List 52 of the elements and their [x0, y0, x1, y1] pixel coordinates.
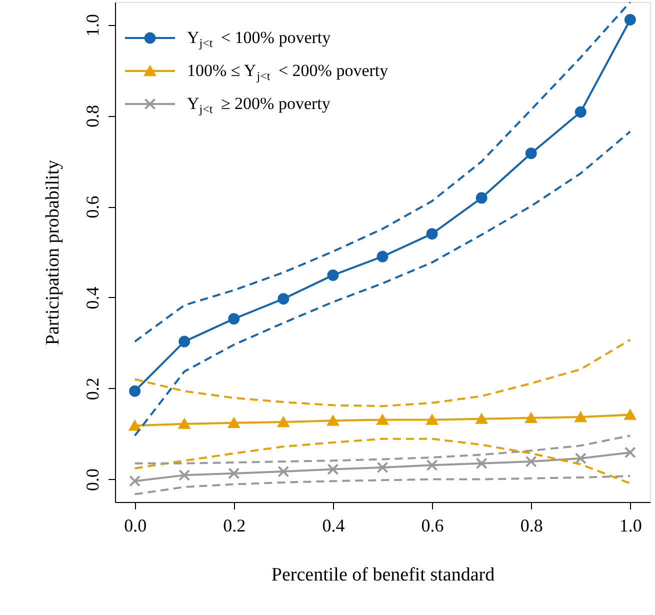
point: [327, 416, 339, 426]
point: [574, 452, 586, 464]
point: [476, 192, 488, 204]
point: [327, 269, 339, 281]
y-tick-label: 1.0: [82, 14, 102, 36]
point: [574, 106, 586, 118]
y-tick-label: 0.0: [82, 468, 102, 492]
y-tick-label: 0.4: [82, 286, 102, 310]
point: [228, 468, 240, 480]
point: [129, 385, 141, 397]
point: [525, 148, 537, 160]
point: [624, 410, 636, 420]
point: [327, 464, 339, 476]
point: [129, 420, 141, 431]
line-series: [134, 475, 632, 496]
point: [278, 466, 290, 478]
x-tick-label: 0.8: [520, 516, 543, 536]
point: [278, 416, 290, 428]
point: [178, 418, 190, 429]
x-tick-label: 0.4: [322, 516, 345, 536]
point: [376, 462, 388, 474]
line-series: [134, 130, 632, 437]
y-tick-label: 0.8: [82, 104, 102, 128]
y-tick-label: 0.2: [82, 378, 102, 400]
point: [178, 469, 190, 481]
x-tick-label: 0.0: [124, 516, 147, 536]
point: [426, 459, 438, 471]
point: [624, 14, 636, 26]
point: [228, 313, 240, 325]
point: [624, 446, 636, 458]
line-series: [134, 338, 632, 408]
x-axis-title: Percentile of benefit standard: [271, 564, 496, 586]
point: [228, 418, 240, 428]
point: [178, 336, 190, 348]
point: [129, 475, 141, 487]
x-tick-label: 0.2: [223, 516, 246, 536]
line-series: [134, 438, 632, 484]
point: [574, 412, 586, 422]
y-axis-title: Participation probability: [42, 159, 64, 346]
y-tick-label: 0.6: [82, 196, 102, 218]
point: [426, 414, 438, 425]
x-tick-label: 1.0: [619, 516, 642, 536]
point: [278, 293, 290, 305]
point: [376, 414, 388, 425]
point: [426, 228, 438, 240]
point: [476, 414, 488, 424]
point: [525, 412, 537, 424]
x-tick-label: 0.6: [421, 516, 444, 536]
point: [476, 458, 488, 470]
point: [376, 250, 388, 262]
point: [525, 456, 537, 468]
line-series: [134, 2, 632, 343]
